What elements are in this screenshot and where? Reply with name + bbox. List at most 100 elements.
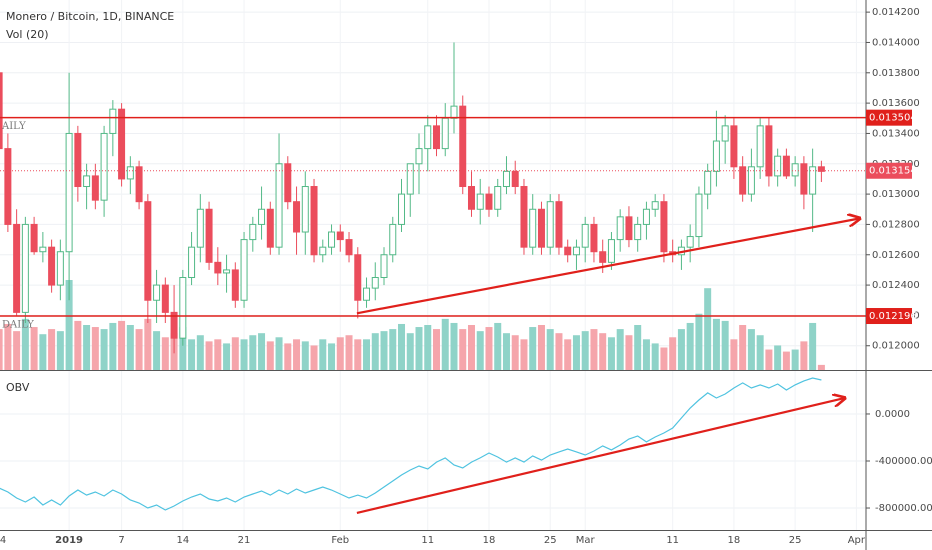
volume-bar	[336, 337, 344, 370]
candle-body	[275, 163, 283, 248]
volume-bar	[83, 325, 91, 370]
candle-body	[214, 261, 222, 274]
candle-body	[371, 277, 379, 289]
candle-body	[293, 201, 301, 233]
volume-bar	[354, 339, 362, 370]
candle-body	[494, 186, 502, 210]
candle-body	[634, 223, 642, 241]
candle-body	[170, 311, 178, 339]
candle-body	[712, 140, 720, 172]
volume-bar	[809, 322, 817, 370]
candle-body	[258, 208, 266, 225]
candle-body	[301, 186, 309, 233]
candle-body	[380, 254, 388, 279]
candle-body	[48, 246, 56, 286]
volume-bar	[669, 337, 677, 370]
candle-body	[467, 186, 475, 210]
candle-body	[695, 193, 703, 238]
volume-bar	[48, 329, 56, 370]
volume-bar	[319, 339, 327, 370]
volume-bar	[398, 323, 406, 370]
candle-body	[809, 166, 817, 195]
candle-body	[91, 175, 99, 201]
candle-body	[65, 132, 73, 253]
volume-bar	[258, 333, 266, 370]
volume-bar	[791, 349, 799, 370]
candle-body	[476, 193, 484, 210]
volume-bar	[363, 339, 371, 370]
y-tick-label: 0.013800	[872, 68, 920, 79]
volume-bar	[782, 351, 790, 370]
candle-body	[555, 201, 563, 248]
candle-body	[642, 208, 650, 225]
last-price-label: 0.013154	[869, 166, 917, 177]
candle-body	[782, 155, 790, 177]
candle-body	[126, 166, 134, 180]
candle-body	[765, 125, 773, 177]
volume-bar	[747, 329, 755, 370]
candle-body	[651, 201, 659, 210]
x-tick-label: 11	[666, 535, 679, 546]
candle-body	[161, 284, 169, 313]
y-tick-label: 0.014000	[872, 37, 920, 48]
candle-body	[415, 148, 423, 165]
candle-body	[529, 208, 537, 248]
volume-bar	[572, 335, 580, 370]
volume-bar	[529, 327, 537, 370]
candle-body	[240, 239, 248, 301]
level-price-box	[866, 109, 912, 126]
volume-bar	[817, 364, 825, 370]
last-price-box	[866, 162, 912, 179]
candle-body	[537, 208, 545, 248]
volume-bar	[310, 345, 318, 370]
volume-bar	[467, 325, 475, 370]
volume-bar	[293, 339, 301, 370]
candle-body	[817, 166, 825, 172]
candle-body	[328, 231, 336, 248]
candle-body	[800, 163, 808, 195]
volume-bar	[485, 327, 493, 370]
candle-body	[546, 201, 554, 248]
chart-title: Monero / Bitcoin, 1D, BINANCE	[6, 10, 174, 23]
volume-bar	[380, 331, 388, 370]
candle-body	[520, 186, 528, 248]
candle-body	[607, 239, 615, 263]
volume-bar	[21, 318, 29, 370]
volume-bar	[249, 335, 257, 370]
candle-body	[572, 246, 580, 256]
trend-line	[356, 218, 860, 315]
x-tick-label: 4	[0, 535, 6, 546]
candle-body	[179, 277, 187, 339]
obv-title: OBV	[6, 381, 30, 394]
y-tick-label: 0.012800	[872, 219, 920, 230]
candle-body	[747, 166, 755, 195]
volume-bar	[704, 288, 712, 370]
volume-bar	[196, 335, 204, 370]
volume-bar	[756, 335, 764, 370]
volume-bar	[205, 341, 213, 370]
volume-bar	[502, 333, 510, 370]
volume-title: Vol (20)	[6, 28, 49, 41]
candle-body	[502, 170, 510, 188]
volume-bar	[774, 345, 782, 370]
candle-body	[345, 239, 353, 256]
volume-bar	[800, 341, 808, 370]
volume-bar	[616, 329, 624, 370]
volume-bar	[450, 322, 458, 370]
volume-bar	[406, 333, 414, 370]
volume-bar	[13, 331, 21, 370]
volume-bar	[100, 329, 108, 370]
y-tick-label: 0.012400	[872, 280, 920, 291]
x-tick-label: Feb	[331, 535, 349, 546]
candle-body	[660, 201, 668, 253]
candle-body	[756, 125, 764, 168]
candle-body	[625, 216, 633, 241]
volume-bar	[651, 343, 659, 370]
volume-bar	[695, 313, 703, 370]
candle-body	[432, 125, 440, 150]
candle-body	[730, 125, 738, 168]
candle-body	[336, 231, 344, 241]
candle-body	[363, 287, 371, 301]
candle-body	[109, 108, 117, 134]
